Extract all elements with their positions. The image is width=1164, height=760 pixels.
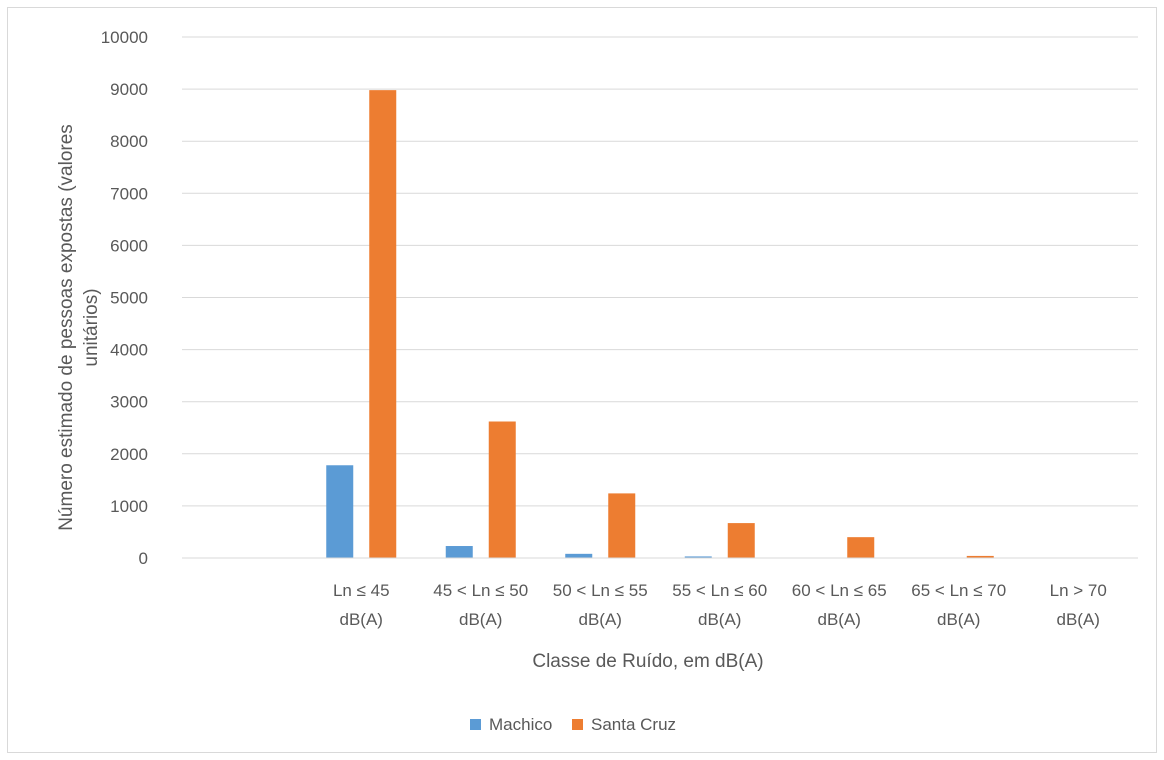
x-tick-label: 55 < Ln ≤ 60 dB(A) — [672, 581, 767, 629]
legend-label-santa-cruz: Santa Cruz — [591, 715, 676, 734]
x-tick-label: 50 < Ln ≤ 55 dB(A) — [553, 581, 648, 629]
bar-machico — [684, 556, 712, 558]
y-axis-ticks: 0 1000 2000 3000 4000 5000 6000 7000 8000 9000 100… — [101, 28, 148, 568]
y-tick-label: 4000 — [110, 341, 148, 360]
bar-santa-cruz — [369, 90, 397, 558]
legend-swatch-machico — [470, 719, 481, 730]
y-tick-label: 7000 — [110, 184, 148, 203]
y-tick-label: 0 — [139, 549, 148, 568]
bar-santa-cruz — [488, 421, 516, 558]
legend: Machico Santa Cruz — [470, 715, 676, 734]
bars — [326, 90, 994, 558]
y-tick-label: 1000 — [110, 497, 148, 516]
x-axis-title: Classe de Ruído, em dB(A) — [532, 651, 763, 672]
y-tick-label: 10000 — [101, 28, 148, 47]
x-tick-label: 60 < Ln ≤ 65 dB(A) — [792, 581, 887, 629]
x-tick-label: 65 < Ln ≤ 70 dB(A) — [911, 581, 1006, 629]
bar-santa-cruz — [608, 493, 636, 558]
bar-machico — [565, 553, 593, 558]
y-tick-label: 5000 — [110, 289, 148, 308]
y-tick-label: 6000 — [110, 236, 148, 255]
legend-swatch-santa-cruz — [572, 719, 583, 730]
y-axis-title-text: Número estimado de pessoas expostas (val… — [56, 124, 102, 531]
x-tick-label: Ln > 70 dB(A) — [1050, 581, 1107, 629]
y-axis-title: Número estimado de pessoas expostas (val… — [56, 124, 102, 531]
bar-santa-cruz — [966, 555, 994, 558]
x-tick-label: 45 < Ln ≤ 50 dB(A) — [433, 581, 528, 629]
bar-santa-cruz — [727, 523, 755, 558]
bar-machico — [445, 546, 473, 558]
legend-label-machico: Machico — [489, 715, 552, 734]
x-tick-label: Ln ≤ 45 dB(A) — [333, 581, 390, 629]
y-tick-label: 8000 — [110, 132, 148, 151]
x-axis-ticks: Ln ≤ 45 dB(A) 45 < Ln ≤ 50 dB(A) 50 < Ln ≤ 5… — [333, 581, 1107, 629]
y-tick-label: 9000 — [110, 80, 148, 99]
chart-frame — [7, 7, 1157, 753]
y-tick-label: 3000 — [110, 393, 148, 412]
y-tick-label: 2000 — [110, 445, 148, 464]
gridlines — [182, 36, 1138, 507]
bar-machico — [326, 465, 354, 558]
bar-santa-cruz — [847, 537, 875, 558]
